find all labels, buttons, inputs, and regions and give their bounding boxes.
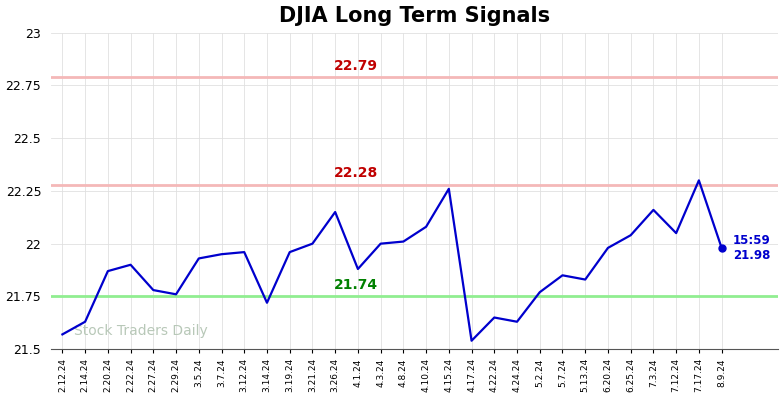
Text: 21.74: 21.74 [333,278,378,292]
Text: 15:59
21.98: 15:59 21.98 [733,234,771,262]
Title: DJIA Long Term Signals: DJIA Long Term Signals [279,6,550,25]
Text: 22.28: 22.28 [333,166,378,180]
Text: Stock Traders Daily: Stock Traders Daily [74,324,208,338]
Text: 22.79: 22.79 [334,59,378,72]
